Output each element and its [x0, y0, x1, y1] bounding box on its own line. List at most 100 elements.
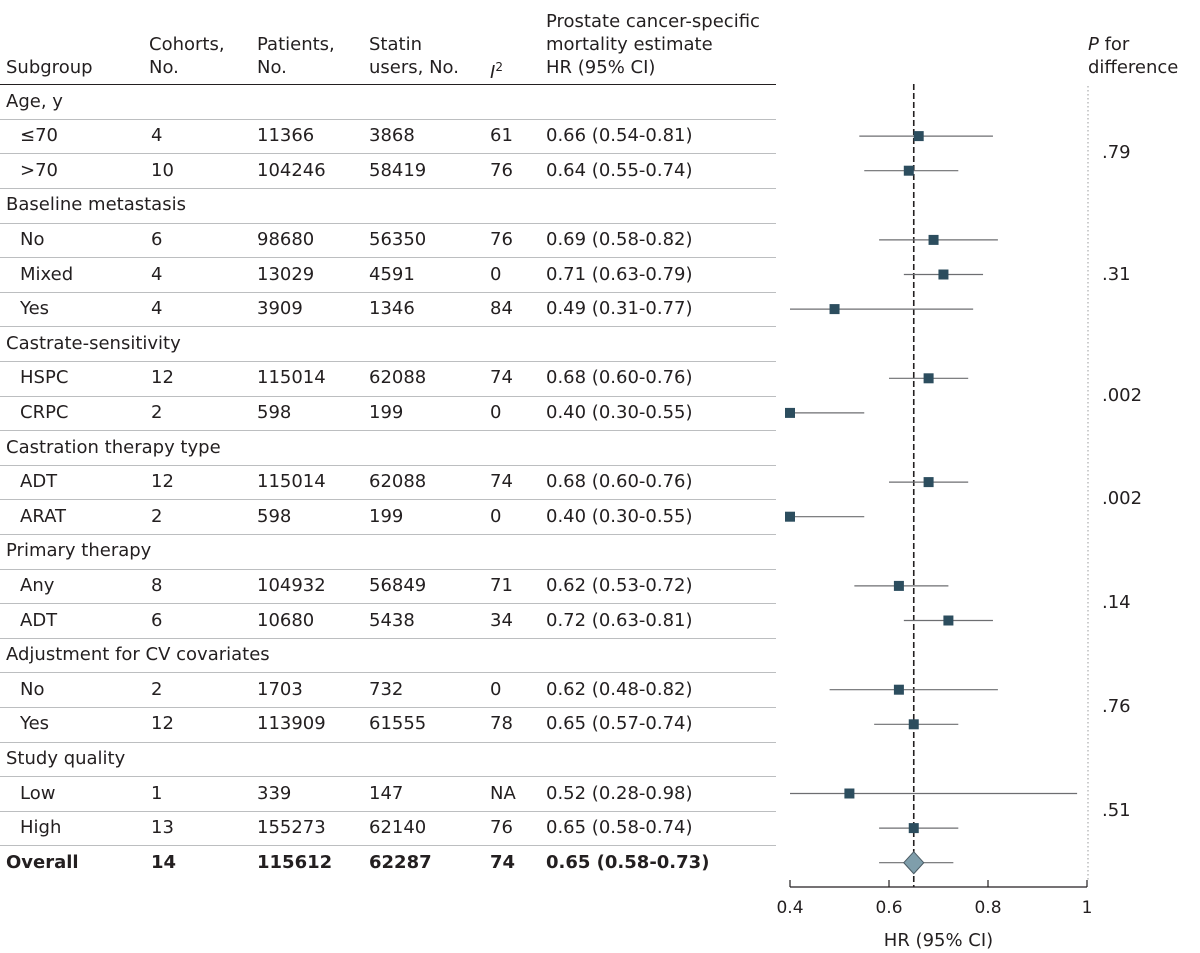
patients-value: 598: [257, 401, 292, 423]
patients-value: 1703: [257, 678, 303, 700]
i2-value: 61: [490, 125, 513, 147]
header-statin-line1: Statin: [369, 34, 422, 55]
row-label: CRPC: [20, 401, 69, 423]
header-p-letter: P: [1088, 34, 1099, 55]
cohorts-value: 4: [151, 263, 163, 285]
header-patients-line2: No.: [257, 57, 287, 78]
statin-users-value: 1346: [369, 298, 415, 320]
overall-i2: 74: [490, 851, 516, 873]
hr-marker: [844, 788, 855, 799]
patients-value: 98680: [257, 228, 315, 250]
x-axis-title: HR (95% CI): [884, 930, 993, 951]
statin-users-value: 199: [369, 401, 404, 423]
patients-value: 13029: [257, 263, 315, 285]
hr-ci-text: 0.49 (0.31-0.77): [546, 298, 693, 320]
header-estimate: Prostate cancer-specific mortality estim…: [546, 10, 760, 79]
cohorts-value: 2: [151, 505, 163, 527]
hr-marker: [908, 823, 919, 834]
i2-value: 0: [490, 505, 502, 527]
row-rule: [0, 291, 776, 293]
header-patients-line1: Patients,: [257, 34, 335, 55]
header-patients: Patients, No.: [257, 33, 335, 79]
header-cohorts-line1: Cohorts,: [149, 34, 225, 55]
overall-cohorts: 14: [151, 851, 177, 873]
statin-users-value: 56350: [369, 228, 427, 250]
patients-value: 11366: [257, 125, 315, 147]
group-label: Baseline metastasis: [6, 194, 186, 216]
i2-value: 0: [490, 401, 502, 423]
i2-value: 76: [490, 228, 513, 250]
cohorts-value: 4: [151, 298, 163, 320]
overall-label: Overall: [6, 851, 79, 873]
statin-users-value: 5438: [369, 609, 415, 631]
patients-value: 115014: [257, 471, 326, 493]
i2-value: NA: [490, 782, 516, 804]
group-label: Castration therapy type: [6, 436, 221, 458]
overall-hr-ci-text: 0.65 (0.58-0.73): [546, 851, 710, 873]
patients-value: 598: [257, 505, 292, 527]
i2-value: 78: [490, 713, 513, 735]
i2-value: 74: [490, 471, 513, 493]
patients-value: 104246: [257, 159, 326, 181]
row-rule: [0, 188, 776, 189]
hr-ci-text: 0.40 (0.30-0.55): [546, 401, 693, 423]
group-rule: [0, 118, 776, 120]
patients-value: 115014: [257, 367, 326, 389]
p-value: .002: [1102, 384, 1143, 406]
row-label: HSPC: [20, 367, 69, 389]
hr-marker: [829, 304, 840, 315]
hr-ci-text: 0.66 (0.54-0.81): [546, 125, 693, 147]
hr-ci-text: 0.65 (0.58-0.74): [546, 817, 693, 839]
x-tick-label: 1: [1082, 898, 1093, 918]
hr-ci-text: 0.68 (0.60-0.76): [546, 367, 693, 389]
i2-value: 84: [490, 298, 513, 320]
cohorts-value: 13: [151, 817, 174, 839]
cohorts-value: 4: [151, 125, 163, 147]
p-value: .31: [1102, 263, 1131, 285]
row-label: Yes: [20, 298, 50, 320]
hr-marker: [785, 511, 795, 522]
hr-marker: [893, 684, 904, 695]
row-label: ADT: [20, 609, 58, 631]
hr-ci-text: 0.40 (0.30-0.55): [546, 505, 693, 527]
patients-value: 3909: [257, 298, 303, 320]
cohorts-value: 12: [151, 713, 174, 735]
row-rule: [0, 430, 776, 432]
overall-diamond: [903, 850, 925, 875]
group-rule: [0, 361, 776, 362]
header-p-line1: P for: [1088, 33, 1178, 56]
header-statin-line2: users, No.: [369, 57, 459, 78]
row-rule: [0, 810, 776, 812]
cohorts-value: 12: [151, 367, 174, 389]
row-label: Mixed: [20, 263, 74, 285]
row-label: Low: [20, 782, 56, 804]
statin-users-value: 62088: [369, 367, 427, 389]
hr-marker: [923, 373, 934, 384]
header-p-rest: for: [1098, 34, 1130, 55]
row-label: High: [20, 817, 62, 839]
statin-users-value: 4591: [369, 263, 415, 285]
overall-patients: 115612: [257, 851, 333, 873]
hr-marker: [908, 719, 919, 730]
group-label: Primary therapy: [6, 540, 152, 562]
hr-marker: [913, 131, 924, 142]
group-label: Age, y: [6, 90, 63, 112]
row-rule: [0, 257, 776, 259]
row-label: No: [20, 228, 45, 250]
statin-users-value: 732: [369, 678, 404, 700]
row-rule: [0, 534, 776, 535]
statin-users-value: 56849: [369, 574, 427, 596]
header-i2: I2: [490, 56, 503, 84]
row-rule: [0, 603, 776, 605]
cohorts-value: 1: [151, 782, 163, 804]
p-value: .79: [1102, 142, 1131, 164]
row-rule: [0, 395, 776, 397]
header-cohorts: Cohorts, No.: [149, 33, 225, 79]
cohorts-value: 2: [151, 401, 163, 423]
p-value: .14: [1102, 592, 1131, 614]
statin-users-value: 61555: [369, 713, 427, 735]
header-subgroup: Subgroup: [6, 57, 93, 78]
hr-ci-text: 0.72 (0.63-0.81): [546, 609, 693, 631]
patients-value: 104932: [257, 574, 326, 596]
